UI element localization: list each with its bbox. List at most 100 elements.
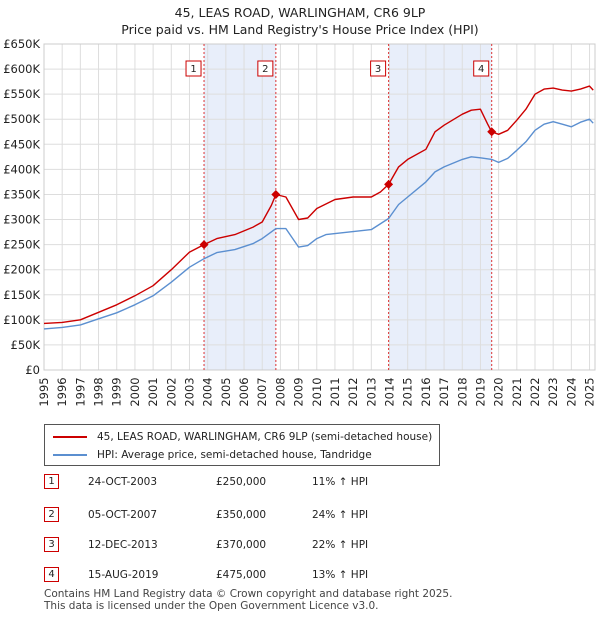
y-tick-label: £550K	[3, 87, 40, 101]
shaded-periods	[44, 44, 595, 370]
table-row: 3 12-DEC-2013 £370,000 22% ↑ HPI	[44, 535, 444, 555]
sale-point	[487, 127, 497, 137]
sale-hpi-diff: 13% ↑ HPI	[312, 569, 369, 581]
x-tick-label: 2021	[510, 377, 524, 406]
series-line-hpi	[43, 118, 594, 330]
sale-number-badge: 3	[44, 537, 59, 552]
x-tick-label: 2012	[346, 377, 360, 406]
x-tick-label: 2000	[128, 377, 142, 406]
sale-date: 12-DEC-2013	[88, 539, 158, 551]
y-tick-label: £100K	[3, 313, 40, 327]
table-row: 4 15-AUG-2019 £475,000 13% ↑ HPI	[44, 565, 444, 585]
x-tick-label: 2006	[237, 377, 251, 406]
x-tick-label: 2015	[401, 377, 415, 406]
sale-points	[199, 127, 497, 250]
sale-marker-labels: 1 2 3 4	[185, 60, 490, 77]
y-tick-label: £400K	[3, 162, 40, 176]
chart-title: 45, LEAS ROAD, WARLINGHAM, CR6 9LP Price…	[0, 4, 600, 38]
footer-line-1: Contains HM Land Registry data © Crown c…	[44, 588, 453, 600]
sale-marker-number: 4	[478, 64, 484, 75]
y-tick-label: £250K	[3, 238, 40, 252]
shaded-period	[204, 44, 276, 370]
x-tick-label: 2025	[583, 377, 597, 406]
x-tick-label: 2020	[492, 377, 506, 406]
sale-marker-box	[473, 60, 490, 77]
footer-line-2: This data is licensed under the Open Gov…	[44, 600, 379, 612]
y-axis-ticks: £0 £50K £100K £150K £200K £250K £300K £350K £400…	[3, 37, 40, 377]
y-tick-label: £50K	[11, 338, 41, 352]
y-tick-label: £150K	[3, 288, 40, 302]
sale-price: £350,000	[216, 509, 267, 521]
y-tick-label: £0	[25, 363, 40, 377]
y-tick-label: £450K	[3, 137, 40, 151]
sale-marker-number: 1	[190, 64, 196, 75]
sale-point	[271, 189, 281, 199]
sale-marker-box	[370, 60, 387, 77]
sale-hpi-diff: 11% ↑ HPI	[312, 476, 369, 488]
sale-point	[199, 240, 209, 250]
sale-hpi-diff: 24% ↑ HPI	[312, 509, 369, 521]
legend: 45, LEAS ROAD, WARLINGHAM, CR6 9LP (semi…	[44, 424, 440, 466]
sale-marker-number: 3	[375, 64, 381, 75]
series-lines	[43, 85, 594, 330]
series-line-property	[43, 85, 594, 325]
sale-marker-number: 2	[262, 64, 268, 75]
x-tick-label: 1996	[55, 377, 69, 406]
grid-lines	[43, 43, 596, 371]
title-line-2: Price paid vs. HM Land Registry's House …	[121, 22, 479, 37]
x-tick-label: 2014	[383, 377, 397, 406]
sale-price: £250,000	[216, 476, 267, 488]
sale-price: £475,000	[216, 569, 267, 581]
x-tick-label: 2018	[455, 377, 469, 406]
x-tick-label: 2017	[437, 377, 451, 406]
x-tick-label: 2005	[219, 377, 233, 406]
plot-frame	[43, 43, 596, 371]
sale-marker-box	[185, 60, 202, 77]
x-tick-label: 2013	[364, 377, 378, 406]
sale-number-badge: 2	[44, 507, 59, 522]
sale-marker-box	[257, 60, 274, 77]
legend-label-hpi: HPI: Average price, semi-detached house,…	[97, 449, 372, 461]
x-tick-label: 2022	[528, 377, 542, 406]
table-row: 2 05-OCT-2007 £350,000 24% ↑ HPI	[44, 505, 444, 525]
x-tick-label: 1995	[37, 377, 51, 406]
y-tick-label: £650K	[3, 37, 40, 51]
footer-attribution: Contains HM Land Registry data © Crown c…	[44, 588, 452, 612]
y-tick-label: £500K	[3, 112, 40, 126]
sale-point	[384, 179, 394, 189]
legend-swatch-red	[53, 436, 87, 438]
sale-date: 15-AUG-2019	[88, 569, 159, 581]
x-tick-label: 2008	[273, 377, 287, 406]
sale-date: 05-OCT-2007	[88, 509, 157, 521]
x-tick-label: 2016	[419, 377, 433, 406]
x-tick-label: 2003	[182, 377, 196, 406]
x-tick-label: 2001	[146, 377, 160, 406]
title-line-1: 45, LEAS ROAD, WARLINGHAM, CR6 9LP	[174, 5, 426, 20]
sale-hpi-diff: 22% ↑ HPI	[312, 539, 369, 551]
sale-number-badge: 4	[44, 567, 59, 582]
y-tick-label: £350K	[3, 187, 40, 201]
y-tick-label: £300K	[3, 213, 40, 227]
x-tick-label: 2011	[328, 377, 342, 406]
x-tick-label: 2023	[546, 377, 560, 406]
x-axis-ticks: 1995 1996 1997 1998 1999 2000 2001 2002 2003 2004…	[37, 377, 597, 406]
y-tick-label: £200K	[3, 263, 40, 277]
x-tick-label: 2007	[255, 377, 269, 406]
x-tick-label: 1997	[73, 377, 87, 406]
x-tick-label: 2019	[473, 377, 487, 406]
x-tick-label: 2002	[164, 377, 178, 406]
x-tick-label: 2009	[292, 377, 306, 406]
legend-swatch-blue	[53, 454, 87, 456]
x-tick-label: 1998	[92, 377, 106, 406]
price-chart: 1 2 3 4 £0 £50K £100K £150K £200K £250K £300K £350…	[3, 37, 597, 407]
x-tick-label: 2010	[310, 377, 324, 406]
x-tick-label: 2024	[564, 377, 578, 406]
shaded-period	[388, 44, 492, 370]
sale-number-badge: 1	[44, 474, 59, 489]
sale-price: £370,000	[216, 539, 267, 551]
sale-date: 24-OCT-2003	[88, 476, 157, 488]
table-row: 1 24-OCT-2003 £250,000 11% ↑ HPI	[44, 472, 444, 492]
y-tick-label: £600K	[3, 62, 40, 76]
x-tick-label: 1999	[110, 377, 124, 406]
legend-label-property: 45, LEAS ROAD, WARLINGHAM, CR6 9LP (semi…	[97, 431, 433, 443]
